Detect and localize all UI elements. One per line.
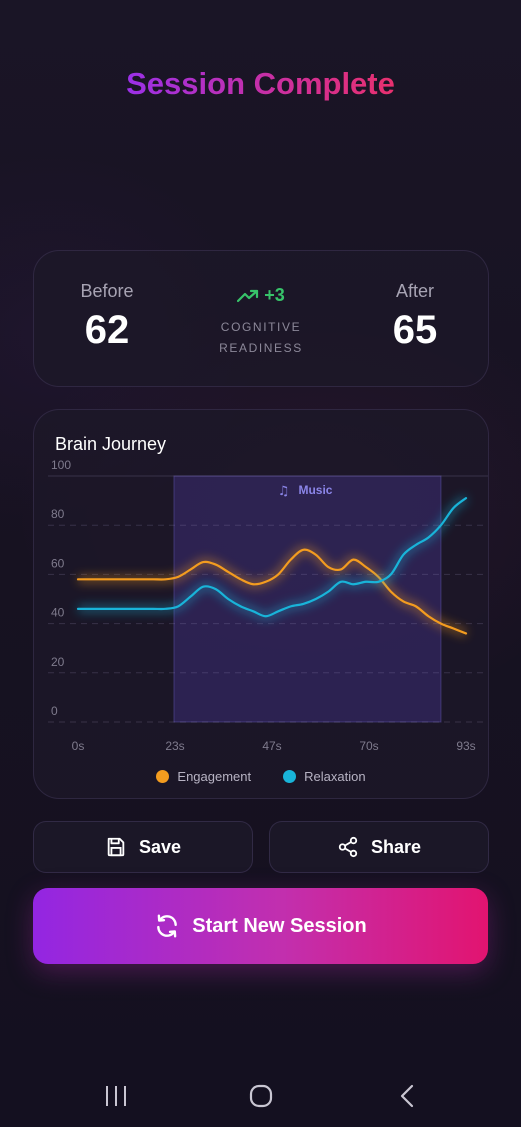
readiness-delta: +3 COGNITIVE READINESS	[211, 285, 311, 359]
x-tick-label: 23s	[165, 739, 184, 753]
after-label: After	[395, 281, 434, 301]
back-icon[interactable]	[396, 1082, 420, 1110]
music-note-icon: ♫	[278, 484, 290, 499]
legend-engagement-label: Engagement	[177, 769, 252, 784]
before-label: Before	[80, 281, 134, 301]
x-tick-label: 0s	[72, 739, 85, 753]
delta-value: +3	[264, 285, 285, 305]
y-tick-label: 100	[51, 458, 71, 472]
y-tick-label: 80	[51, 507, 65, 521]
share-label: Share	[370, 836, 422, 857]
after-value: 65	[392, 308, 438, 352]
delta-badge: +3	[211, 285, 311, 306]
relaxation-line	[76, 497, 468, 618]
y-tick-label: 20	[51, 655, 65, 669]
start-new-session-button[interactable]: Start New Session	[33, 888, 488, 964]
before-stat: Before 62	[62, 281, 152, 353]
page-title: Session Complete	[126, 66, 395, 101]
after-stat: After 65	[370, 281, 460, 353]
share-icon	[338, 836, 358, 858]
page-title-wrap: Session Complete	[0, 66, 521, 102]
readiness-caption: COGNITIVE READINESS	[211, 317, 311, 359]
chart-title: Brain Journey	[55, 434, 167, 454]
trending-up-icon	[237, 289, 259, 302]
x-tick-label: 93s	[456, 739, 475, 753]
y-tick-label: 60	[51, 556, 65, 570]
legend-engagement-swatch	[156, 770, 170, 783]
y-tick-label: 40	[51, 606, 65, 620]
caption-line-1: COGNITIVE	[220, 320, 302, 334]
save-button[interactable]: Save	[33, 821, 253, 873]
save-label: Save	[138, 836, 182, 857]
x-tick-label: 70s	[359, 739, 378, 753]
brain-journey-chart: 0 20 40 60 80 100 0s 23s 47s 70s 93s Music ♫	[48, 458, 488, 753]
system-nav-bar	[0, 1072, 521, 1122]
music-label: Music	[298, 483, 332, 497]
legend-relaxation-label: Relaxation	[304, 769, 366, 784]
legend-relaxation: Relaxation	[283, 769, 366, 784]
home-icon[interactable]	[248, 1082, 274, 1110]
refresh-icon	[157, 914, 178, 938]
caption-line-2: READINESS	[219, 341, 303, 355]
recents-icon[interactable]	[104, 1082, 128, 1110]
start-new-session-label: Start New Session	[192, 914, 367, 937]
save-icon	[107, 837, 125, 857]
readiness-card: Before 62 +3 COGNITIVE READINESS After 6…	[33, 250, 489, 387]
brain-journey-card: 0 20 40 60 80 100 0s 23s 47s 70s 93s Music ♫ Brain J…	[33, 409, 489, 799]
chart-legend: Engagement Relaxation	[34, 769, 488, 784]
before-value: 62	[84, 308, 130, 352]
legend-relaxation-swatch	[283, 770, 297, 783]
y-tick-label: 0	[51, 704, 58, 718]
share-button[interactable]: Share	[269, 821, 489, 873]
x-tick-label: 47s	[262, 739, 281, 753]
engagement-line	[76, 548, 468, 635]
legend-engagement: Engagement	[156, 769, 251, 784]
